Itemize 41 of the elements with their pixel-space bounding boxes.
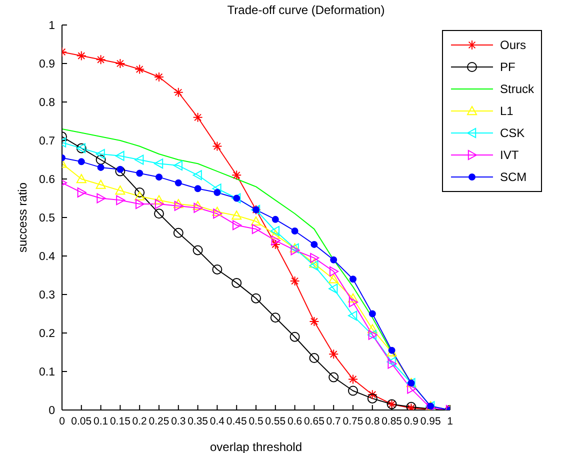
legend-label: PF [500,60,516,74]
x-tick-label: 1 [447,415,454,428]
x-tick-label: 0 [59,415,66,428]
x-tick-label: 0.05 [71,415,92,428]
legend-label: CSK [500,126,525,140]
x-tick-label: 0.15 [110,415,131,428]
x-tick-label: 0.9 [404,415,419,428]
x-tick-label: 0.35 [188,415,208,428]
legend-label: IVT [500,148,519,162]
x-tick-label: 0.55 [265,415,286,428]
y-tick-label: 0.1 [39,366,55,379]
x-tick-label: 0.45 [226,415,247,428]
y-tick-label: 0.3 [39,290,55,302]
legend-label: Struck [500,82,534,96]
y-tick-label: 0.9 [39,58,55,71]
x-tick-label: 0.75 [342,415,364,428]
y-tick-label: 0.5 [39,212,55,225]
y-axis-title: success ratio [15,182,30,253]
y-tick-label: 0.8 [39,97,55,110]
x-tick-label: 0.95 [420,415,441,428]
x-tick-label: 0.1 [93,415,108,428]
y-tick-label: 0.4 [39,251,56,264]
y-tick-label: 0.6 [39,174,55,186]
legend-label: L1 [500,104,514,118]
legend-label: Ours [500,38,526,52]
y-tick-label: 0.2 [39,328,55,340]
y-tick-label: 0 [48,405,55,418]
x-tick-label: 0.25 [148,415,170,428]
x-tick-label: 0.3 [171,415,186,428]
y-tick-label: 0.7 [39,136,55,148]
chart-title: Trade-off curve (Deformation) [226,3,386,17]
x-tick-label: 0.4 [210,415,225,428]
x-tick-label: 0.8 [365,415,380,428]
x-tick-label: 0.5 [248,415,264,428]
x-tick-label: 0.2 [132,415,148,428]
legend-label: SCM [500,170,527,184]
x-tick-label: 0.7 [326,415,342,428]
y-tick-label: 1 [48,20,55,32]
x-tick-label: 0.6 [287,415,302,428]
x-tick-label: 0.85 [382,415,402,428]
x-tick-label: 0.65 [304,415,325,428]
